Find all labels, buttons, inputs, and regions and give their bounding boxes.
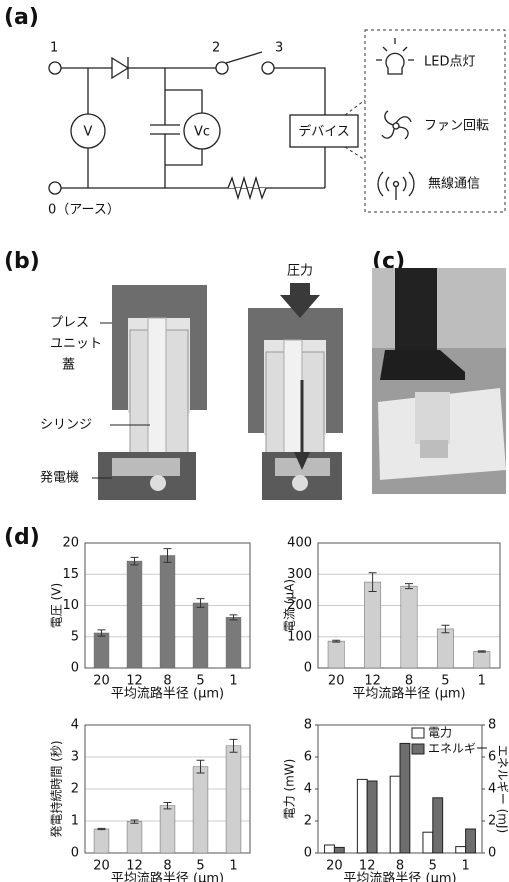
x-axis-label: 平均流路半径 (μm) (111, 686, 224, 702)
node-label: 0（アース） (48, 203, 120, 218)
figure: (a) 1 2 3 0（アース） V Vc デバイス LED点灯 ファン回転 無… (0, 0, 509, 882)
x-tick-label: 1 (461, 859, 469, 874)
node-label: 3 (275, 41, 283, 56)
bar (94, 633, 109, 668)
y2-tick-label: 0 (488, 846, 496, 861)
node-label: 1 (50, 41, 58, 56)
y-tick-label: 4 (71, 718, 79, 733)
y-tick-label: 6 (304, 750, 312, 765)
legend-swatch (412, 744, 424, 754)
y-tick-label: 0 (71, 661, 79, 676)
y-tick-label: 2 (304, 814, 312, 829)
bar (400, 743, 410, 853)
legend-swatch (412, 728, 424, 738)
y-tick-label: 400 (287, 536, 312, 551)
x-tick-label: 20 (326, 859, 343, 874)
bar (226, 617, 241, 668)
cap-label: 蓋 (62, 358, 75, 373)
syringe-label: シリンジ (40, 418, 92, 433)
y-axis-label: 電圧 (V) (50, 583, 64, 628)
y-tick-label: 10 (62, 598, 79, 613)
x-tick-label: 1 (229, 674, 237, 689)
bar (437, 629, 453, 668)
x-tick-label: 1 (229, 859, 237, 874)
bar (160, 806, 175, 853)
y-tick-label: 2 (71, 782, 79, 797)
y-tick-label: 0 (304, 661, 312, 676)
bar (456, 847, 466, 853)
device-illustration (92, 283, 343, 500)
x-tick-label: 1 (478, 674, 486, 689)
x-axis-label: 平均流路半径 (μm) (352, 686, 465, 702)
legend-label: 電力 (428, 726, 452, 740)
legend-label: エネルギー (428, 742, 488, 756)
x-axis-label: 平均流路半径 (μm) (111, 871, 224, 882)
bar (94, 829, 109, 853)
y2-tick-label: 2 (488, 814, 496, 829)
photo (372, 268, 506, 494)
generator-label: 発電機 (40, 471, 79, 486)
bar (193, 767, 208, 853)
y-tick-label: 1 (71, 814, 79, 829)
y-tick-label: 15 (62, 567, 79, 582)
y2-tick-label: 6 (488, 750, 496, 765)
y-tick-label: 20 (62, 536, 79, 551)
bar (357, 779, 367, 853)
y-tick-label: 0 (71, 846, 79, 861)
bar (127, 561, 142, 668)
meter-label: Vc (194, 125, 210, 140)
y-tick-label: 8 (304, 718, 312, 733)
x-tick-label: 20 (328, 674, 345, 689)
panel-label: (b) (4, 249, 40, 274)
bar (474, 651, 490, 668)
panel-label: (a) (4, 5, 39, 30)
y-tick-label: 4 (304, 782, 312, 797)
bar (390, 776, 400, 853)
y-tick-label: 5 (71, 629, 79, 644)
y-axis-label: 電流 (μA) (283, 579, 297, 632)
bar (193, 603, 208, 668)
bar (226, 746, 241, 853)
x-tick-label: 20 (93, 674, 110, 689)
y-tick-label: 3 (71, 750, 79, 765)
y2-tick-label: 8 (488, 718, 496, 733)
bar (423, 832, 433, 853)
device-label: デバイス (298, 124, 350, 140)
output-label: 無線通信 (428, 176, 480, 192)
cap-label: プレス (50, 316, 89, 331)
cap-label: ユニット (50, 337, 102, 352)
bar (328, 641, 344, 668)
force-label: 圧力 (287, 264, 313, 279)
output-label: LED点灯 (424, 55, 475, 70)
y-axis-label: 電力 (mW) (283, 759, 297, 820)
bar (160, 556, 175, 669)
x-tick-label: 20 (93, 859, 110, 874)
bar (127, 822, 142, 853)
y-tick-label: 0 (304, 846, 312, 861)
bar (364, 582, 380, 668)
output-label: ファン回転 (424, 119, 489, 134)
node-label: 2 (212, 41, 220, 56)
meter-label: V (84, 125, 93, 140)
bar (367, 781, 377, 853)
panel-label: (d) (4, 525, 40, 550)
y-axis-label: 発電持続時間 (秒) (49, 740, 64, 837)
bar (401, 586, 417, 668)
bar (433, 798, 443, 853)
bar (466, 829, 476, 853)
bar (334, 847, 344, 853)
bar (325, 845, 335, 853)
y2-axis-label: エネルギー (mJ) (496, 745, 509, 833)
x-axis-label: 平均流路半径 (μm) (343, 871, 456, 882)
y2-tick-label: 4 (488, 782, 496, 797)
